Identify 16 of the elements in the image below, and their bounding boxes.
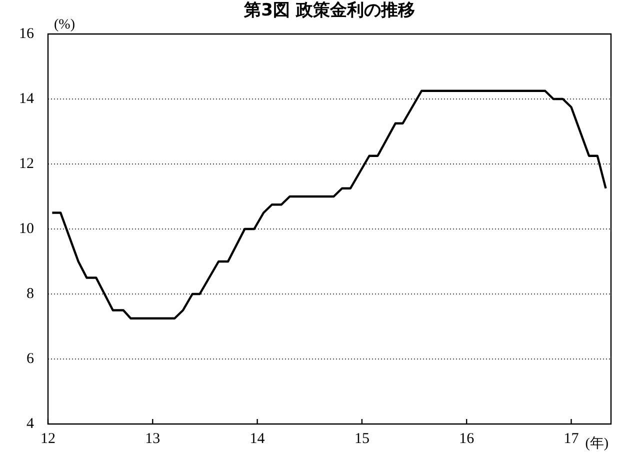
x-tick-label: 12 (40, 430, 56, 447)
x-tick-label: 15 (354, 430, 370, 447)
y-tick-label: 14 (19, 90, 34, 107)
y-tick-label: 16 (19, 26, 34, 42)
chart-title: 第3図 政策金利の推移 (243, 0, 415, 20)
y-tick-label: 10 (19, 220, 34, 237)
x-tick-label: 17 (564, 430, 580, 447)
y-tick-label: 8 (26, 286, 34, 302)
x-axis-title: (年) (585, 436, 609, 452)
y-tick-label: 12 (19, 156, 34, 172)
x-tick-label: 13 (145, 430, 160, 447)
x-tick-label: 14 (250, 430, 266, 447)
y-tick-label: 6 (26, 350, 34, 367)
x-tick-label: 16 (459, 430, 475, 447)
y-tick-label: 4 (26, 416, 34, 432)
y-axis-title: (%) (54, 18, 76, 33)
